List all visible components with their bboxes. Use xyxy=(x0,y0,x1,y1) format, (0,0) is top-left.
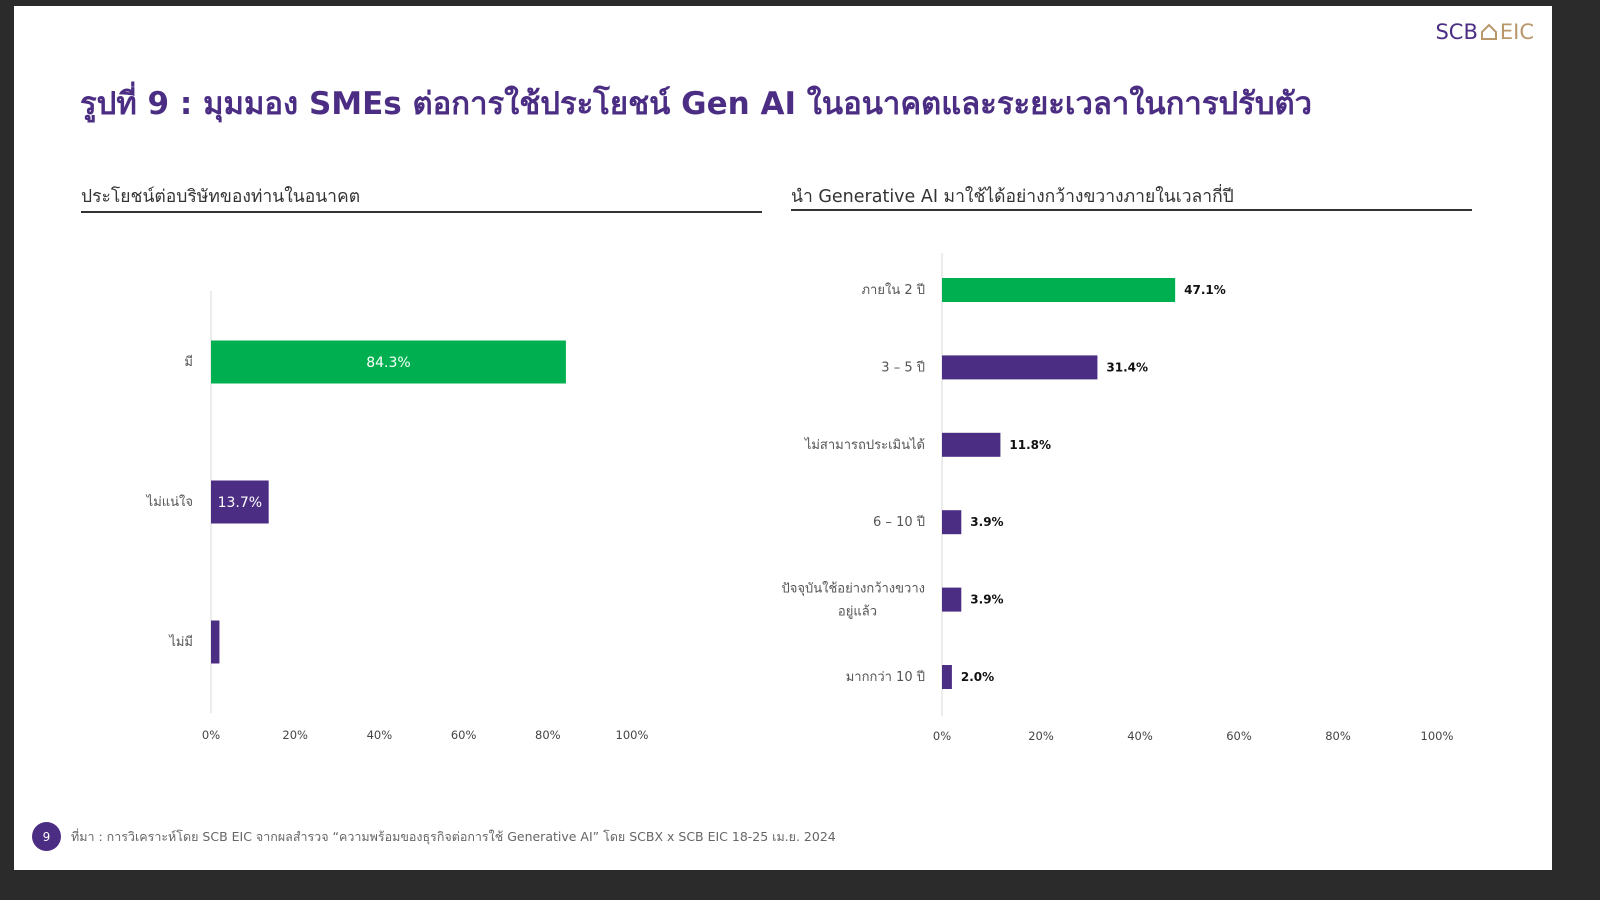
bar xyxy=(942,510,962,535)
category-label: ไม่สามารถประเมินได้ xyxy=(804,437,925,453)
slide: SCB EIC รูปที่ 9 : มุมมอง SMEs ต่อการใช้… xyxy=(14,6,1552,870)
category-label: ปัจจุบันใช้อย่างกว้างขวางอยู่แล้ว xyxy=(781,581,925,620)
x-tick-label: 0% xyxy=(933,729,951,743)
data-label: 13.7% xyxy=(218,495,262,511)
x-tick-label: 80% xyxy=(535,728,561,742)
data-label: 11.8% xyxy=(1009,438,1051,452)
scb-eic-logo: SCB EIC xyxy=(1435,20,1534,44)
right-chart-title: นำ Generative AI มาใช้ได้อย่างกว้างขวางภ… xyxy=(791,187,1234,207)
data-label: 3.9% xyxy=(970,515,1003,529)
bar xyxy=(211,480,269,524)
category-label-line: อยู่แล้ว xyxy=(838,605,877,620)
category-label-line: ปัจจุบันใช้อย่างกว้างขวาง xyxy=(781,581,925,597)
bar xyxy=(942,432,1001,457)
bar xyxy=(211,620,220,664)
category-label: มากกว่า 10 ปี xyxy=(846,669,925,685)
bar xyxy=(942,278,1176,302)
data-label: 3.9% xyxy=(970,593,1003,607)
logo-text-eic: EIC xyxy=(1499,20,1534,44)
right-title-rule xyxy=(791,209,1472,211)
bar xyxy=(942,355,1098,380)
x-tick-label: 40% xyxy=(1127,729,1153,743)
source-note: ที่มา : การวิเคราะห์โดย SCB EIC จากผลสำร… xyxy=(71,828,836,844)
adoption-timeline-bar-chart: 0% 20% 40% 60% 80% 100% ภายใน 2 ปี 47.1% 3 – 5 ป… xyxy=(781,253,1454,743)
x-tick-label: 20% xyxy=(282,728,308,742)
x-tick-label: 100% xyxy=(1421,729,1454,743)
category-label: ไม่มี xyxy=(168,634,193,650)
footer: 9 ที่มา : การวิเคราะห์โดย SCB EIC จากผลส… xyxy=(32,822,836,851)
bar xyxy=(211,340,566,384)
data-label: 31.4% xyxy=(1106,360,1148,374)
data-label: 47.1% xyxy=(1184,283,1226,297)
data-label: 84.3% xyxy=(366,355,410,371)
x-tick-label: 20% xyxy=(1028,729,1054,743)
category-label: ภายใน 2 ปี xyxy=(861,282,925,298)
left-chart-title: ประโยชน์ต่อบริษัทของท่านในอนาคต xyxy=(81,187,361,207)
page-number-badge: 9 xyxy=(32,822,61,851)
category-label: 6 – 10 ปี xyxy=(873,514,925,530)
x-tick-label: 40% xyxy=(367,728,393,742)
benefit-bar-chart: 0% 20% 40% 60% 80% 100% มี 84.3% ไม่แน่ใจ 13.7% ไม… xyxy=(146,291,649,742)
left-title-rule xyxy=(81,211,762,213)
data-label: 2.0% xyxy=(961,670,994,684)
category-label: ไม่แน่ใจ xyxy=(146,494,193,510)
x-tick-label: 100% xyxy=(616,728,649,742)
category-label: 3 – 5 ปี xyxy=(881,359,925,375)
x-tick-label: 80% xyxy=(1325,729,1351,743)
x-tick-label: 0% xyxy=(202,728,220,742)
x-tick-label: 60% xyxy=(1226,729,1252,743)
house-icon xyxy=(1480,23,1497,40)
category-label: มี xyxy=(184,354,193,370)
x-tick-label: 60% xyxy=(451,728,477,742)
logo-text-scb: SCB xyxy=(1435,20,1478,44)
slide-title: รูปที่ 9 : มุมมอง SMEs ต่อการใช้ประโยชน์… xyxy=(80,86,1313,122)
bar xyxy=(942,587,962,612)
bar xyxy=(942,665,952,689)
